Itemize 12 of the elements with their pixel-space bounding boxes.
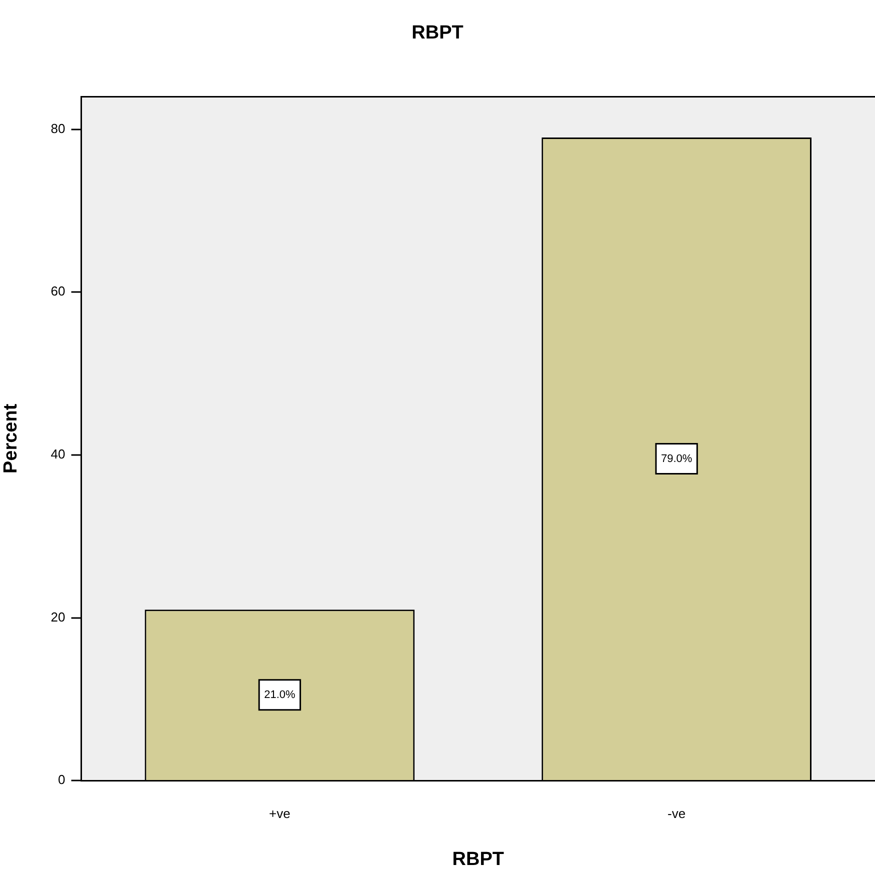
y-tick-label: 80	[50, 120, 66, 136]
y-tick-label: 60	[50, 284, 66, 299]
data-label: 21.0%	[264, 688, 296, 701]
y-tick-label: 40	[50, 446, 66, 462]
x-axis-title: RBPT	[452, 848, 504, 870]
data-label: 79.0%	[660, 452, 692, 465]
y-tick-label: 0	[58, 772, 66, 788]
chart-title: RBPT	[412, 22, 464, 44]
y-axis-title: Percent	[0, 403, 22, 474]
y-tick-label: 20	[50, 609, 66, 624]
x-tick-label: -ve	[668, 806, 686, 821]
x-tick-label: +ve	[269, 806, 290, 821]
